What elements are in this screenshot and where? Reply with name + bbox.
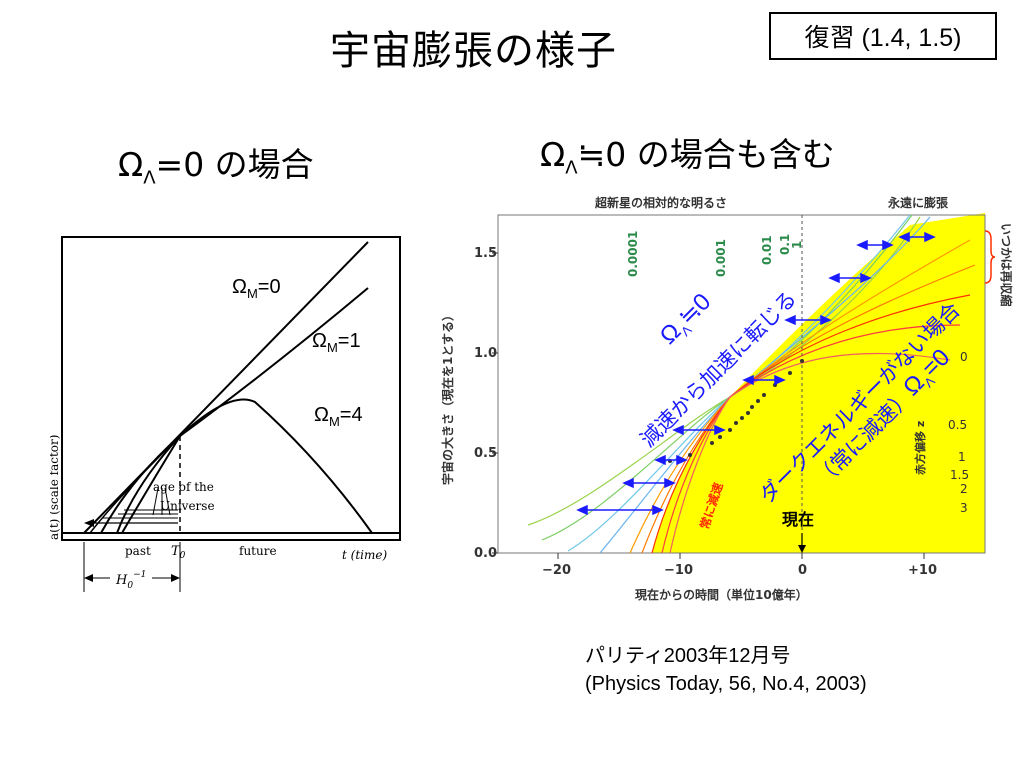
brightness-label: 0.0001 (626, 231, 640, 277)
recollapse-label: いつかは再収縮 (999, 223, 1014, 307)
curve-tangent (89, 435, 181, 534)
subscript: Λ (143, 167, 156, 189)
expansion-figure: 0.0 0.5 1.0 1.5 −20 −10 0 +10 現在からの時間（単位… (440, 195, 1014, 602)
arrow-head (798, 545, 806, 553)
blue-arrows (576, 231, 936, 516)
omega-symbol: Ω (118, 145, 144, 184)
top-axis-label: 超新星の相対的な明るさ (594, 195, 727, 210)
x-axis-label: 現在からの時間（単位10億年） (635, 587, 808, 602)
redshift-tick: 0 (960, 350, 968, 364)
plot-frame (497, 214, 986, 554)
curve-omega-m-0 (83, 241, 369, 534)
future-fill-region (652, 213, 985, 553)
redshift-tick: 0.5 (948, 418, 967, 432)
hubble-time-label: H0−1 (115, 570, 146, 591)
future-label: future (239, 544, 277, 558)
arrow-head (171, 574, 180, 582)
heading-text: ≒0 の場合も含む (577, 135, 835, 174)
x-tick: −20 (542, 563, 571, 578)
t0-label: T0 (171, 544, 186, 561)
age-pointer (152, 487, 159, 516)
label-omega-m-4: ΩM=4 (314, 404, 363, 429)
review-box: 復習 (1.4, 1.5) (769, 12, 997, 60)
heading-lambda-nonzero: ΩΛ≒0 の場合も含む (540, 128, 835, 179)
arrow-head (84, 574, 93, 582)
brightness-label: 0.001 (714, 239, 728, 277)
scale-factor-figure: age of the Universe past T0 future t (ti… (50, 236, 401, 592)
redshift-tick: 1.5 (950, 468, 969, 482)
credit-line-2: (Physics Today, 56, No.4, 2003) (585, 673, 867, 695)
y-tick: 1.0 (474, 346, 497, 361)
recollapse-bracket (984, 230, 996, 284)
slide-title: 宇宙膨張の様子 (330, 28, 617, 74)
arrow-head (84, 519, 94, 527)
present-label: 現在 (782, 510, 814, 529)
y-tick: 0.5 (474, 446, 497, 461)
heading-lambda-zero: ΩΛ=0 の場合 (118, 138, 314, 189)
source-credit: パリティ2003年12月号 (Physics Today, 56, No.4, … (585, 642, 867, 698)
redshift-label: 赤方偏移 z (913, 421, 927, 475)
age-label-2: Universe (160, 499, 215, 513)
label-omega-m-1: ΩM=1 (312, 330, 361, 355)
brightness-label: 1 (790, 241, 804, 249)
axis-ticks (492, 252, 925, 559)
brightness-label: 0.01 (760, 235, 774, 265)
past-label: past (125, 544, 151, 558)
redshift-tick: 1 (958, 450, 966, 464)
age-label-1: age of the (153, 480, 214, 494)
age-pointer (164, 487, 171, 516)
curve-omega-m-4 (116, 398, 373, 534)
plot-frame (61, 236, 401, 541)
heading-text: =0 の場合 (155, 145, 314, 184)
time-axis-label: t (time) (342, 548, 387, 562)
credit-line-1: パリティ2003年12月号 (585, 645, 791, 667)
x-tick: 0 (798, 563, 807, 578)
x-tick: +10 (908, 563, 937, 578)
redshift-tick: 2 (960, 482, 968, 496)
x-tick: −10 (664, 563, 693, 578)
y-tick: 0.0 (474, 546, 497, 561)
y-axis-label: 宇宙の大きさ（現在を1とする） (440, 309, 455, 485)
redshift-tick: 3 (960, 501, 968, 515)
curve-omega-m-1 (100, 287, 369, 534)
omega-symbol: Ω (540, 135, 566, 174)
top-right-label: 永遠に膨張 (887, 195, 949, 210)
subscript: Λ (565, 157, 578, 179)
label-omega-m-0: ΩM=0 (232, 276, 281, 301)
y-tick: 1.5 (474, 246, 497, 261)
y-axis-label: a(t) (scale factor) (50, 435, 61, 540)
brightness-label: 0.1 (778, 234, 792, 255)
